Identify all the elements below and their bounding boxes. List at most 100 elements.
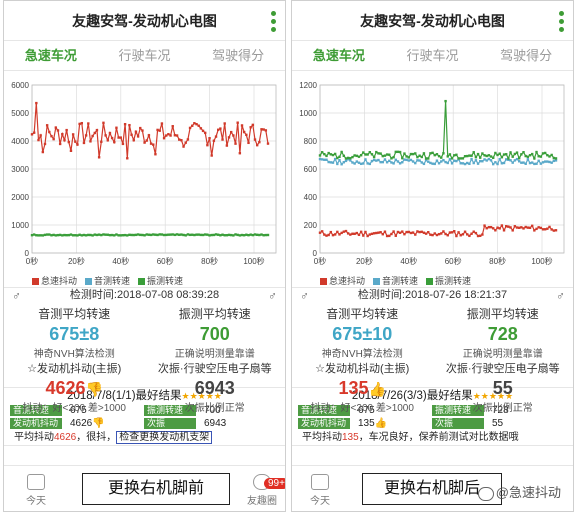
shake-series-point: [336, 230, 339, 234]
vibration-rpm-series-point: [58, 233, 62, 237]
shake-series-point: [546, 227, 549, 230]
watermark: @急速抖动: [477, 482, 561, 501]
sound-rpm-series-point: [351, 161, 354, 164]
tab-score[interactable]: 驾驶得分: [500, 48, 553, 63]
shake-series-point: [552, 229, 556, 232]
vibration-rpm-series-point: [78, 233, 81, 236]
calendar-icon: [311, 474, 329, 490]
shake-series-point: [258, 140, 261, 144]
vibration-rpm-series-point: [541, 152, 545, 155]
shake-series-point: [108, 131, 112, 135]
vibration-rpm-series-point: [32, 233, 36, 236]
tab-score[interactable]: 驾驶得分: [212, 48, 265, 63]
more-menu-icon[interactable]: [271, 11, 277, 32]
sound-rpm-series-point: [353, 162, 356, 165]
shake-series-point: [167, 133, 170, 136]
vibration-rpm-series-point: [483, 154, 486, 157]
shake-series-point: [266, 142, 270, 145]
sound-rpm-series-point: [323, 158, 326, 161]
sound-rpm-series-point: [411, 160, 415, 163]
vibration-rpm-series-point: [238, 234, 242, 237]
sound-rpm-series-point: [440, 160, 443, 163]
shake-series-point: [106, 139, 109, 142]
shake-series-point: [255, 143, 259, 147]
shake-series-point: [123, 122, 127, 126]
shake-value: 4626: [45, 378, 86, 398]
male-icon: ♂: [556, 289, 565, 303]
shake-series-point: [346, 232, 350, 235]
shake-series-point: [78, 122, 81, 126]
shake-series-point: [242, 130, 246, 134]
vibration-rpm-series-point: [162, 233, 166, 237]
shake-series-point: [58, 142, 62, 146]
shake-series-point: [349, 233, 352, 236]
sound-rpm-series-point: [437, 162, 441, 165]
shake-series-point: [134, 130, 138, 133]
vibration-rpm-series-point: [323, 152, 326, 156]
nav-today[interactable]: 今天: [16, 474, 56, 507]
shake-series-point: [171, 125, 174, 128]
vibration-rpm-series-point: [489, 155, 493, 158]
shake-series-point: [537, 226, 540, 229]
shake-series-point: [115, 126, 118, 129]
sound-rpm-series-point: [349, 159, 352, 162]
tab-idle[interactable]: 急速车况: [312, 48, 365, 63]
sound-rpm-series-point: [327, 160, 330, 164]
shake-series-point: [368, 233, 371, 236]
result-row: 音测转速 675 振测转速 728: [292, 404, 573, 417]
sound-rpm-series-point: [342, 161, 346, 164]
left-stats: 音测平均转速 675±10 神奇NVH算法检测 ☆发动机抖动(主振) 135👍 …: [292, 303, 433, 414]
vibration-rpm-series-point: [39, 234, 42, 237]
sound-rpm-series-point: [476, 162, 480, 165]
shake-series-point: [162, 136, 166, 140]
vibration-rpm-series-point: [349, 157, 352, 160]
nav-friends[interactable]: 友趣圈 99+: [242, 474, 285, 507]
stats-section: ♂ ♂ 检测时间:2018-07-08 08:39:28 音测平均转速 675±…: [4, 287, 285, 414]
sound-rpm-series-point: [444, 160, 447, 164]
shake-series-point: [379, 231, 382, 234]
shake-series-point: [548, 225, 551, 229]
stat-note: 神奇NVH算法检测: [321, 349, 403, 360]
vibration-rpm-series-point: [409, 152, 413, 156]
vibration-rpm-series-point: [353, 154, 356, 157]
shake-series-point: [65, 128, 68, 132]
nav-today[interactable]: 今天: [300, 474, 340, 507]
vibration-rpm-series-point: [165, 233, 168, 237]
vibration-rpm-series-point: [366, 153, 369, 156]
shake-series-point: [327, 233, 330, 237]
vibration-rpm-series-point: [522, 151, 525, 154]
shake-series-point: [541, 228, 545, 231]
vibration-rpm-series-point: [65, 233, 68, 237]
sound-rpm-series-point: [522, 161, 525, 164]
vibration-rpm-series-point: [336, 156, 339, 160]
shake-series-point: [229, 130, 233, 134]
shake-series-point: [409, 231, 413, 235]
tab-idle[interactable]: 急速车况: [24, 48, 77, 63]
vibration-rpm-series-point: [446, 155, 449, 158]
shake-series-point: [89, 140, 92, 143]
sound-rpm-series-point: [429, 161, 432, 165]
result-title: 2018/7/8(1/1)最好结果: [67, 390, 182, 402]
vibration-rpm-series-point: [351, 155, 354, 159]
shake-series-point: [223, 122, 226, 125]
more-menu-icon[interactable]: [559, 11, 565, 32]
shake-series-point: [444, 232, 447, 236]
x-tick-label: 60秒: [157, 256, 174, 266]
sound-rpm-series-point: [325, 158, 328, 161]
vibration-rpm-series-point: [429, 152, 432, 155]
best-result: 2018/7/8(1/1)最好结果★★★★★ 音测转速 675 振测转速 700 发…: [4, 387, 285, 446]
vibration-rpm-series-point: [258, 233, 261, 237]
shake-series-point: [80, 121, 83, 125]
tab-driving[interactable]: 行驶车况: [118, 48, 171, 63]
shake-series-point: [468, 234, 471, 238]
vibration-rpm-series-point: [507, 157, 510, 160]
tab-driving[interactable]: 行驶车况: [406, 48, 459, 63]
replace-mount-hint[interactable]: 检查更换发动机支架: [116, 431, 213, 444]
vibration-rpm-series-point: [234, 233, 237, 236]
vibration-rpm-series-point: [149, 233, 153, 237]
shake-series-point: [431, 233, 434, 237]
shake-series-point: [195, 122, 198, 126]
shake-series-point: [422, 231, 426, 234]
vibration-rpm-series-point: [420, 155, 423, 159]
sound-rpm-series-point: [463, 162, 467, 166]
